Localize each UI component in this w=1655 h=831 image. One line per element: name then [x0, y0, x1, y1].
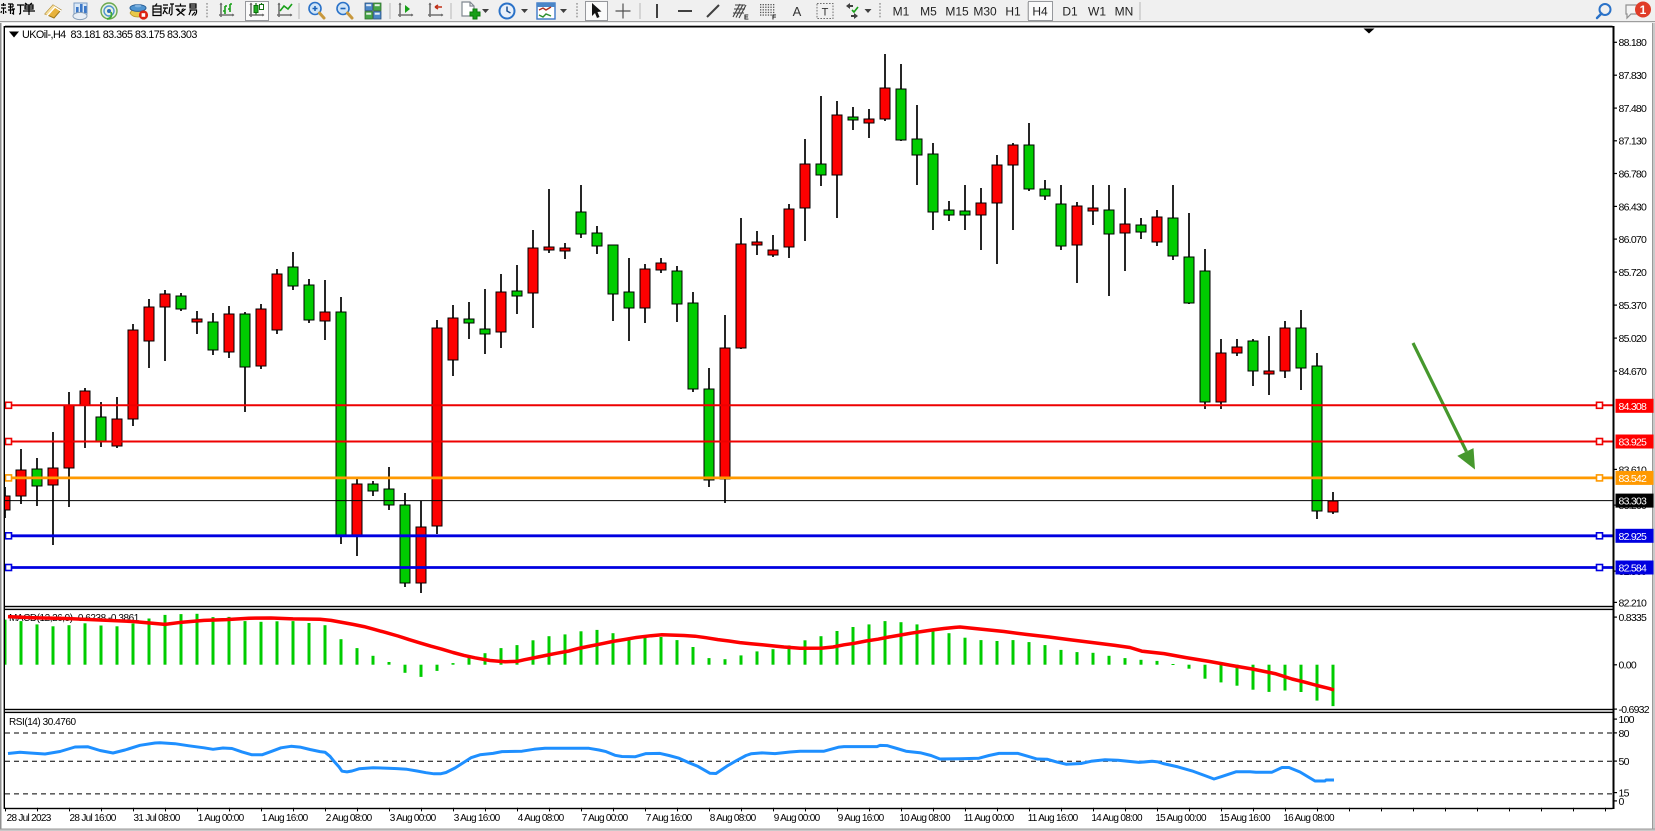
- svg-text:0: 0: [1619, 796, 1625, 808]
- svg-text:2 Aug 08:00: 2 Aug 08:00: [326, 813, 373, 824]
- svg-text:82.925: 82.925: [1619, 531, 1648, 543]
- svg-text:15: 15: [1619, 788, 1630, 800]
- svg-text:MN: MN: [1115, 5, 1134, 19]
- svg-text:31 Jul 08:00: 31 Jul 08:00: [134, 813, 181, 824]
- svg-text:86.070: 86.070: [1619, 234, 1648, 246]
- svg-text:H1: H1: [1005, 5, 1021, 19]
- svg-text:7 Aug 16:00: 7 Aug 16:00: [646, 813, 693, 824]
- svg-text:84.670: 84.670: [1619, 366, 1648, 378]
- svg-text:50: 50: [1619, 756, 1630, 768]
- svg-text:82.584: 82.584: [1619, 563, 1648, 575]
- svg-text:W1: W1: [1088, 5, 1106, 19]
- svg-text:M5: M5: [920, 5, 937, 19]
- svg-text:11 Aug 16:00: 11 Aug 16:00: [1028, 813, 1079, 824]
- svg-text:86.430: 86.430: [1619, 201, 1648, 213]
- svg-text:28 Jul 16:00: 28 Jul 16:00: [70, 813, 117, 824]
- svg-text:100: 100: [1619, 714, 1635, 726]
- svg-text:1 Aug 16:00: 1 Aug 16:00: [262, 813, 309, 824]
- svg-text:7 Aug 00:00: 7 Aug 00:00: [582, 813, 629, 824]
- svg-text:3 Aug 00:00: 3 Aug 00:00: [390, 813, 437, 824]
- svg-text:1 Aug 00:00: 1 Aug 00:00: [198, 813, 245, 824]
- svg-text:85.720: 85.720: [1619, 267, 1648, 279]
- svg-text:8 Aug 08:00: 8 Aug 08:00: [710, 813, 757, 824]
- svg-text:9 Aug 16:00: 9 Aug 16:00: [838, 813, 885, 824]
- svg-text:28 Jul 2023: 28 Jul 2023: [7, 813, 52, 824]
- svg-text:F: F: [772, 15, 777, 22]
- svg-text:15 Aug 00:00: 15 Aug 00:00: [1155, 813, 1207, 824]
- svg-text:11 Aug 00:00: 11 Aug 00:00: [964, 813, 1015, 824]
- svg-text:UKOil-,H4 83.181 83.365 83.17: UKOil-,H4 83.181 83.365 83.175 83.303: [22, 29, 197, 41]
- svg-text:83.303: 83.303: [1619, 496, 1648, 508]
- svg-text:H4: H4: [1032, 5, 1048, 19]
- svg-text:85.020: 85.020: [1619, 333, 1648, 345]
- svg-text:15 Aug 16:00: 15 Aug 16:00: [1219, 813, 1271, 824]
- svg-text:-0.6932: -0.6932: [1619, 704, 1650, 716]
- svg-text:T: T: [822, 7, 829, 19]
- svg-text:M1: M1: [893, 5, 910, 19]
- svg-text:RSI(14) 30.4760: RSI(14) 30.4760: [9, 717, 77, 728]
- svg-text:E: E: [744, 15, 749, 22]
- svg-text:85.370: 85.370: [1619, 300, 1648, 312]
- svg-text:87.130: 87.130: [1619, 136, 1648, 148]
- svg-text:10 Aug 08:00: 10 Aug 08:00: [899, 813, 951, 824]
- svg-text:4 Aug 08:00: 4 Aug 08:00: [518, 813, 565, 824]
- svg-text:9 Aug 00:00: 9 Aug 00:00: [774, 813, 821, 824]
- svg-text:M15: M15: [945, 5, 969, 19]
- svg-text:0.00: 0.00: [1619, 660, 1637, 672]
- svg-text:80: 80: [1619, 728, 1630, 740]
- svg-text:84.308: 84.308: [1619, 401, 1648, 413]
- svg-text:88.180: 88.180: [1619, 37, 1648, 49]
- svg-text:87.830: 87.830: [1619, 70, 1648, 82]
- svg-text:87.480: 87.480: [1619, 103, 1648, 115]
- svg-text:D1: D1: [1062, 5, 1078, 19]
- svg-text:A: A: [793, 4, 802, 19]
- svg-text:1: 1: [1640, 3, 1647, 17]
- svg-text:M30: M30: [973, 5, 997, 19]
- svg-text:16 Aug 08:00: 16 Aug 08:00: [1283, 813, 1335, 824]
- svg-text:86.780: 86.780: [1619, 168, 1648, 180]
- svg-text:83.542: 83.542: [1619, 473, 1648, 485]
- svg-text:14 Aug 08:00: 14 Aug 08:00: [1091, 813, 1143, 824]
- svg-text:82.210: 82.210: [1619, 597, 1648, 609]
- svg-text:3 Aug 16:00: 3 Aug 16:00: [454, 813, 501, 824]
- svg-text:83.925: 83.925: [1619, 437, 1648, 449]
- svg-text:0.8335: 0.8335: [1619, 612, 1648, 624]
